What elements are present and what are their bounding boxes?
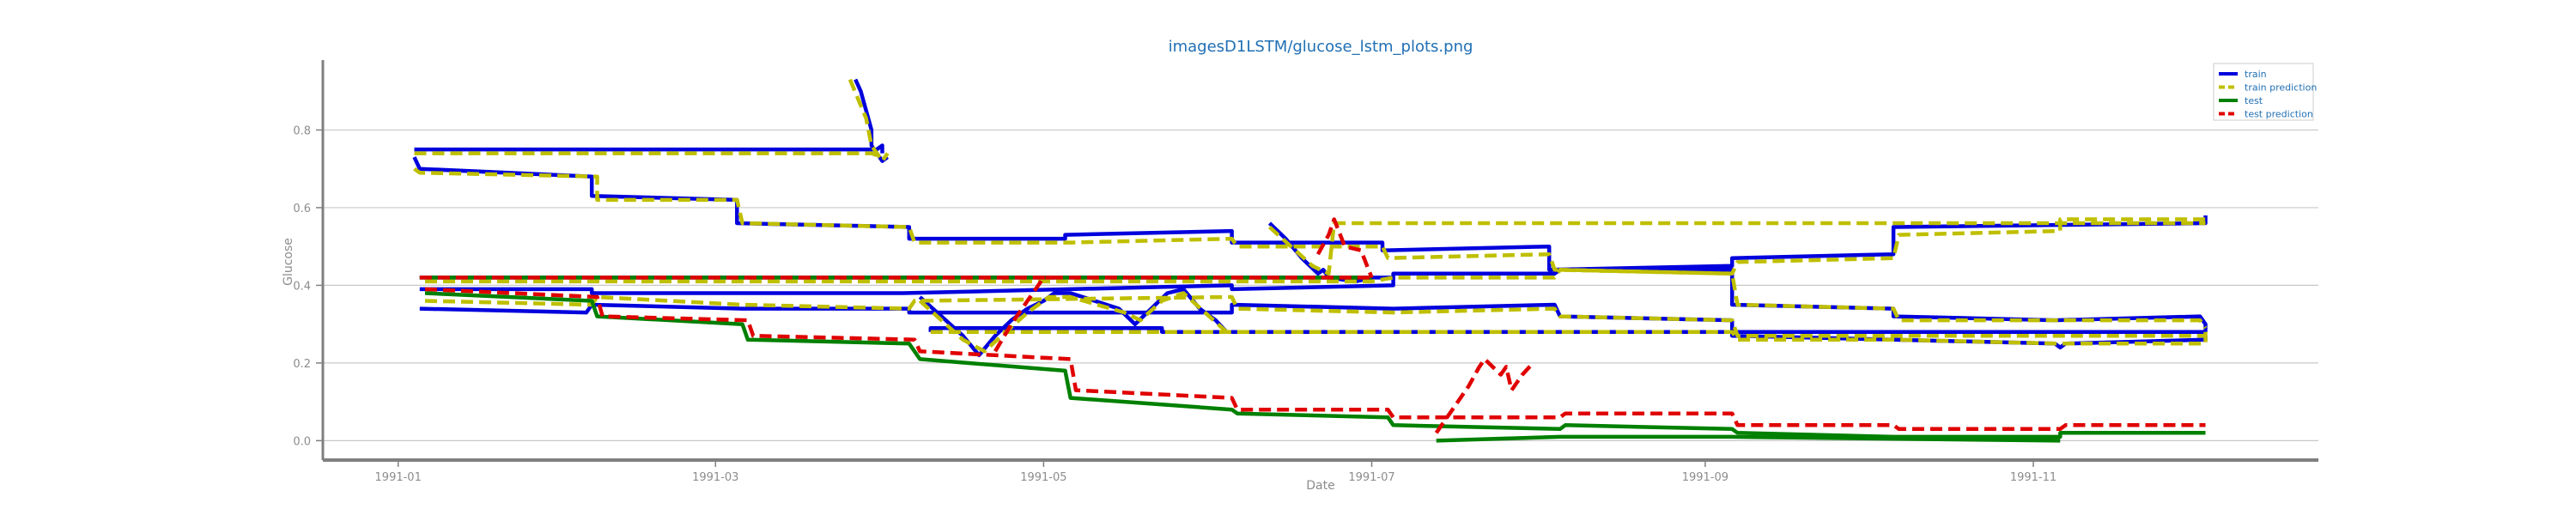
chart-title: imagesD1LSTM/glucose_lstm_plots.png — [1169, 38, 1473, 56]
legend-label-train: train — [2245, 69, 2267, 80]
x-tick-label: 1991-05 — [1020, 471, 1066, 484]
legend-label-test: test — [2245, 95, 2263, 106]
x-axis-label: Date — [1306, 479, 1334, 493]
series-line-train — [419, 268, 2208, 332]
x-tick-label: 1991-07 — [1348, 471, 1394, 484]
series-line-test-prediction — [1315, 217, 1374, 279]
series-line-train-prediction — [424, 294, 2206, 338]
y-tick-label: 0.6 — [293, 203, 311, 215]
y-tick-label: 0.2 — [293, 358, 311, 371]
series-line-test — [424, 291, 2206, 439]
series-line-train-prediction — [930, 330, 2208, 346]
y-tick-label: 0.0 — [293, 435, 311, 448]
x-tick-label: 1991-09 — [1682, 471, 1728, 484]
series-line-train-prediction — [918, 291, 1228, 354]
series-test-prediction — [419, 217, 2206, 434]
y-axis-label: Glucose — [282, 238, 295, 286]
axes — [321, 60, 2318, 462]
series-line-train-prediction — [848, 78, 890, 163]
y-tick-label: 0.8 — [293, 124, 311, 137]
series-line-train — [414, 143, 884, 154]
x-tick-label: 1991-11 — [2010, 471, 2057, 484]
series-line-test-prediction — [993, 276, 1054, 353]
series-line-test — [1436, 434, 2061, 443]
series-line-test-prediction — [1434, 357, 1535, 434]
series-line-train — [918, 287, 1229, 358]
series-train-prediction — [413, 78, 2208, 354]
x-tick-label: 1991-01 — [375, 471, 422, 484]
series-line-train-prediction — [413, 167, 2206, 276]
series-line-train — [419, 277, 1395, 295]
legend-label-train-prediction: train prediction — [2245, 82, 2317, 94]
series-line-train-prediction — [1267, 221, 2206, 276]
legend-label-test-prediction: test prediction — [2245, 109, 2313, 120]
series-line-test-prediction — [424, 287, 2206, 432]
series-line-train-prediction — [414, 151, 884, 160]
x-ticks: 1991-01 1991-03 1991-05 1991-07 1991-09 1991-… — [375, 460, 2057, 484]
series-lines — [412, 78, 2208, 443]
series-line-train-prediction — [425, 268, 2208, 330]
y-ticks: 0.0 0.2 0.4 0.6 0.8 — [293, 124, 323, 448]
x-tick-label: 1991-03 — [692, 471, 738, 484]
series-line-train — [412, 156, 2208, 272]
y-tick-label: 0.4 — [293, 280, 311, 293]
